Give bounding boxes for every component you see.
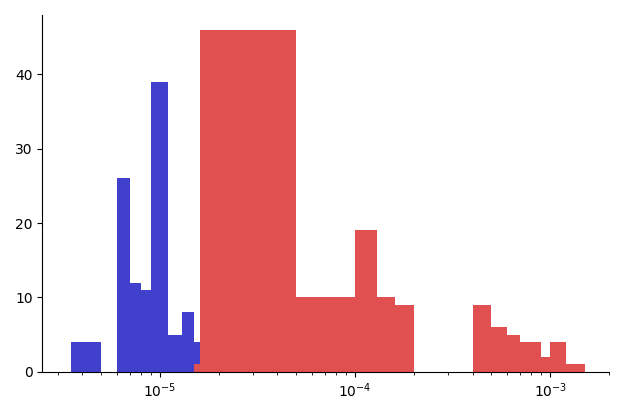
Bar bbox=[520, 342, 531, 372]
Bar bbox=[318, 298, 336, 372]
Bar bbox=[531, 342, 541, 372]
Bar bbox=[566, 364, 585, 372]
Bar bbox=[141, 290, 151, 372]
Bar bbox=[117, 178, 130, 372]
Bar bbox=[182, 312, 194, 372]
Bar bbox=[205, 342, 218, 372]
Bar bbox=[218, 357, 238, 372]
Bar bbox=[168, 334, 182, 372]
Bar bbox=[492, 327, 507, 372]
Bar bbox=[200, 30, 296, 372]
Bar bbox=[472, 305, 492, 372]
Bar bbox=[355, 230, 378, 372]
Bar bbox=[194, 342, 205, 372]
Bar bbox=[296, 298, 318, 372]
Bar bbox=[507, 334, 520, 372]
Bar bbox=[550, 342, 566, 372]
Bar bbox=[71, 342, 101, 372]
Bar bbox=[336, 298, 355, 372]
Bar bbox=[130, 283, 141, 372]
Bar bbox=[194, 364, 200, 372]
Bar bbox=[378, 298, 395, 372]
Bar bbox=[151, 82, 168, 372]
Bar bbox=[395, 305, 414, 372]
Bar bbox=[541, 357, 550, 372]
